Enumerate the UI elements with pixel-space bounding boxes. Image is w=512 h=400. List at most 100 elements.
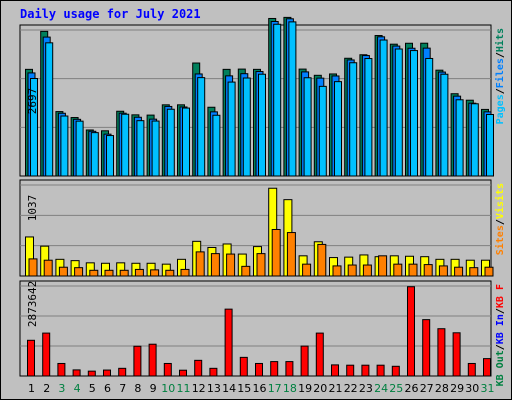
x-tick-label: 12 [192,382,206,395]
x-tick-label: 14 [222,382,236,395]
x-tick-label: 18 [283,382,297,395]
x-tick-label: 15 [237,382,251,395]
bottom-kb-f-bar [57,362,66,377]
top-pages-bar [166,108,175,177]
x-tick-label: 20 [313,382,327,395]
top-pages-bar [364,58,373,177]
bottom-kb-f-bar [376,364,385,377]
middle-sites-bar [438,265,448,277]
bottom-kb-f-bar [331,364,339,377]
middle-sites-bar [43,259,53,277]
top-pages-bar [394,48,403,177]
panel-2-bg [19,280,492,377]
top-pages-bar [303,77,312,177]
top-pages-bar [182,107,190,177]
middle-sites-bar [58,266,68,277]
x-tick-label: 13 [207,382,221,395]
top-pages-bar [334,81,342,177]
middle-sites-bar [271,228,281,277]
middle-sites-bar [454,266,464,277]
x-tick-label: 26 [405,382,419,395]
top-pages-bar [242,77,251,177]
x-tick-label: 30 [465,382,479,395]
bottom-kb-f-bar [224,308,233,377]
x-tick-label: 29 [450,382,464,395]
bottom-legend: KB Out/KB In/KB F [495,284,506,386]
bottom-kb-f-bar [179,369,187,377]
top-pages-bar [151,120,160,177]
x-tick-label: 19 [298,382,312,395]
top-pages-bar [121,113,130,177]
bottom-kb-f-bar [300,345,309,377]
middle-sites-bar [393,263,403,277]
bottom-kb-f-bar [346,364,355,377]
legend-separator: / [495,308,506,314]
x-tick-label: 3 [58,382,65,395]
x-tick-label: 28 [435,382,449,395]
middle-sites-bar [378,255,388,277]
middle-sites-bar [119,269,129,277]
x-tick-label: 17 [268,382,282,395]
middle-sites-bar [89,269,99,277]
x-tick-label: 11 [177,382,191,395]
middle-sites-bar [104,269,114,277]
top-pages-bar [136,120,145,177]
top-pages-bar [212,114,221,177]
x-tick-label: 8 [134,382,141,395]
top-legend: Pages/Files/Hits [494,28,506,124]
middle-sites-bar [74,267,84,277]
x-tick-label: 25 [389,382,403,395]
top-pages-bar [486,114,494,177]
middle-sites-bar [317,243,327,277]
x-tick-label: 9 [150,382,157,395]
legend-separator: / [495,344,506,350]
middle-sites-bar [165,269,175,277]
top-pages-bar [318,85,327,177]
legend-separator: / [495,52,506,58]
bottom-kb-f-bar [270,361,279,377]
top-pages-bar [90,132,99,177]
legend-files: Files [494,58,506,88]
bottom-kb-f-bar [452,332,461,377]
bottom-kb-f-bar [42,332,51,377]
x-tick-label: 7 [119,382,126,395]
top-pages-bar [425,57,434,177]
bottom-kb-f-bar [194,359,203,377]
bottom-kb-f-bar [361,364,370,377]
middle-sites-bar [210,253,220,277]
top-pages-bar [288,21,297,177]
top-pages-bar [440,73,449,177]
legend-kb-f: KB F [495,284,506,308]
middle-sites-bar [423,264,433,277]
top-pages-bar [470,103,479,177]
x-tick-label: 24 [374,382,388,395]
legend-hits: Hits [494,28,506,52]
legend-pages: Pages [495,94,506,124]
top-pages-bar [60,115,69,177]
bottom-kb-f-bar [133,345,142,377]
x-tick-label: 31 [481,382,495,395]
top-pages-bar [75,120,84,177]
top-pages-bar [258,73,266,177]
x-tick-label: 2 [43,382,50,395]
x-tick-label: 21 [329,382,343,395]
bottom-kb-f-bar [391,365,400,377]
x-tick-label: 1 [28,382,35,395]
legend-kb-in: KB In [495,314,506,344]
legend-separator: / [495,88,506,94]
legend-sites: Sites [494,225,506,255]
top-pages-bar [197,77,206,177]
bottom-kb-f-bar [483,358,491,377]
x-tick-label: 4 [74,382,81,395]
top-pages-bar [410,50,418,177]
bottom-kb-f-bar [72,369,81,377]
bottom-kb-f-bar [285,361,294,377]
bottom-kb-f-bar [255,362,263,377]
bottom-kb-f-bar [163,362,172,377]
middle-sites-bar [302,263,312,277]
top-pages-bar [349,62,358,177]
bottom-kb-f-bar [239,356,248,377]
x-tick-label: 16 [253,382,267,395]
middle-sites-bar [226,253,236,277]
middle-sites-bar [469,267,479,277]
